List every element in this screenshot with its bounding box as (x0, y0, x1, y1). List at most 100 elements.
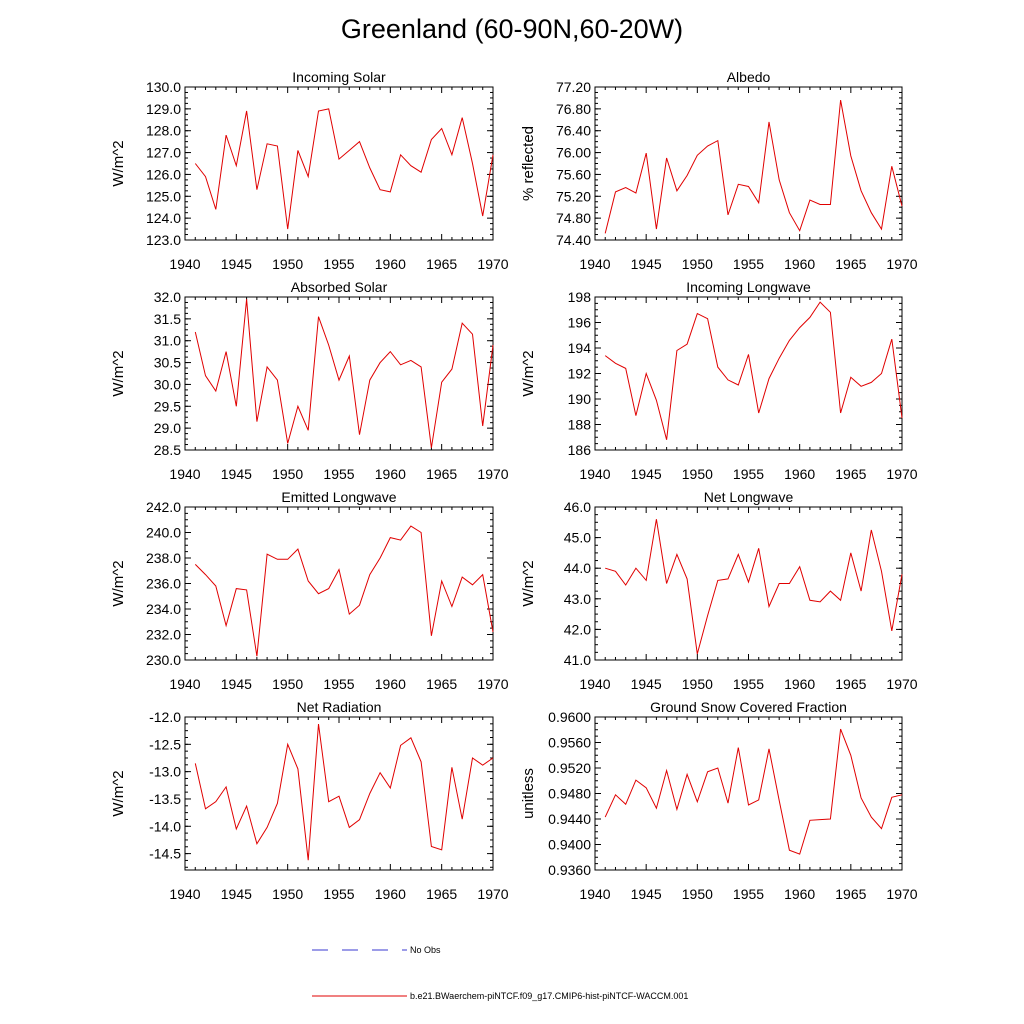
panel-6-ytick-label: 43.0 (564, 591, 591, 607)
main-title: Greenland (60-90N,60-20W) (340, 14, 684, 44)
panel-7-ytick-label: -12.0 (149, 709, 181, 725)
panel-4-ytick-label: 198 (568, 289, 592, 305)
panel-4-series-line (604, 301, 903, 440)
panel-3-xtick-label: 1970 (477, 466, 508, 482)
panel-8-ytick-label: 0.9360 (548, 862, 591, 878)
panel-8-ytick-label: 0.9520 (548, 760, 591, 776)
panel-7-xtick-label: 1945 (221, 886, 252, 902)
panel-7-xtick-label: 1965 (426, 886, 457, 902)
panel-6-xtick-label: 1970 (886, 676, 917, 692)
panel-5-ylabel: W/m^2 (110, 560, 127, 606)
panel-4-ytick-label: 192 (568, 366, 592, 382)
legend-obs-label: No Obs (410, 945, 441, 955)
panel-6-xtick-label: 1965 (835, 676, 866, 692)
panel-2-ytick-label: 76.00 (556, 145, 591, 161)
panel-8-xtick-label: 1940 (579, 886, 610, 902)
panel-3-ytick-label: 32.0 (154, 289, 181, 305)
panel-7-ytick-label: -14.5 (149, 846, 181, 862)
panel-4-xtick-label: 1965 (835, 466, 866, 482)
panel-7-xtick-label: 1955 (323, 886, 354, 902)
panel-6-series-line (605, 519, 903, 655)
panel-3-xtick-label: 1965 (426, 466, 457, 482)
panel-6-ylabel: W/m^2 (520, 560, 537, 606)
panel-6-xtick-label: 1950 (682, 676, 713, 692)
panel-3-ylabel: W/m^2 (110, 350, 127, 396)
panel-6-title: Net Longwave (704, 489, 794, 505)
panel-3-ytick-label: 30.0 (154, 376, 181, 392)
panel-6-xtick-label: 1960 (784, 676, 815, 692)
panel-3-ytick-label: 29.5 (154, 398, 181, 414)
panel-4-xtick-label: 1960 (784, 466, 815, 482)
panel-3-xtick-label: 1940 (169, 466, 200, 482)
panel-3-xtick-label: 1945 (221, 466, 252, 482)
panel-5-ytick-label: 236.0 (146, 576, 181, 592)
panel-7-series-line (194, 724, 494, 861)
panel-3-series-line (194, 299, 494, 448)
panel-7-ytick-label: -13.0 (149, 764, 181, 780)
panel-8-ylabel: unitless (520, 768, 537, 819)
panel-7-ylabel: W/m^2 (110, 770, 127, 816)
panel-1-ytick-label: 128.0 (146, 123, 181, 139)
panel-6-ytick-label: 44.0 (564, 560, 591, 576)
panel-2-ytick-label: 74.80 (556, 210, 591, 226)
panel-6-ytick-label: 45.0 (564, 530, 591, 546)
panel-6-xtick-label: 1945 (631, 676, 662, 692)
panel-4-xtick-label: 1970 (886, 466, 917, 482)
panel-3-ytick-label: 31.0 (154, 333, 181, 349)
panel-2-xtick-label: 1965 (835, 256, 866, 272)
panel-4-ylabel: W/m^2 (520, 350, 537, 396)
panel-1-xtick-label: 1970 (477, 256, 508, 272)
legend-model-line (312, 995, 407, 997)
panel-1-xtick-label: 1945 (221, 256, 252, 272)
panel-8-ytick-label: 0.9480 (548, 786, 591, 802)
panel-4-frame (594, 296, 903, 451)
panel-1-ytick-label: 125.0 (146, 188, 181, 204)
panel-5-xtick-label: 1950 (272, 676, 303, 692)
panel-8-xtick-label: 1965 (835, 886, 866, 902)
panel-2-ytick-label: 76.40 (556, 123, 591, 139)
panel-3-ytick-label: 28.5 (154, 442, 181, 458)
panel-3-ytick-label: 29.0 (154, 420, 181, 436)
panel-5-ytick-label: 242.0 (146, 499, 181, 515)
panel-1-xtick-label: 1960 (375, 256, 406, 272)
panel-8-xtick-label: 1970 (886, 886, 917, 902)
panel-5-frame (184, 506, 494, 661)
panel-5-ytick-label: 230.0 (146, 652, 181, 668)
panel-6-frame (594, 506, 903, 661)
panel-4-ytick-label: 188 (568, 417, 592, 433)
panel-5-xtick-label: 1960 (375, 676, 406, 692)
panel-6-ytick-label: 46.0 (564, 499, 591, 515)
panel-5-title: Emitted Longwave (281, 489, 396, 505)
panel-1-xtick-label: 1950 (272, 256, 303, 272)
panel-3-title: Absorbed Solar (291, 279, 388, 295)
panel-8-xtick-label: 1955 (733, 886, 764, 902)
panel-8-frame (594, 716, 903, 871)
panel-3-ytick-label: 31.5 (154, 311, 181, 327)
panel-2-ytick-label: 77.20 (556, 79, 591, 95)
panel-5-ytick-label: 232.0 (146, 627, 181, 643)
panel-3-frame (184, 296, 494, 451)
panel-6-ytick-label: 41.0 (564, 652, 591, 668)
panel-5-ytick-label: 240.0 (146, 525, 181, 541)
panel-4-ytick-label: 194 (568, 340, 592, 356)
panel-4-xtick-label: 1950 (682, 466, 713, 482)
panel-8-ytick-label: 0.9560 (548, 735, 591, 751)
panel-2-xtick-label: 1940 (579, 256, 610, 272)
panel-8-ytick-label: 0.9400 (548, 837, 591, 853)
legend-obs (312, 944, 407, 958)
legend-model-label: b.e21.BWaerchem-piNTCF.f09_g17.CMIP6-his… (410, 991, 689, 1001)
panel-7-xtick-label: 1950 (272, 886, 303, 902)
panel-8-xtick-label: 1950 (682, 886, 713, 902)
panel-1-ytick-label: 124.0 (146, 210, 181, 226)
legend-obs-line (312, 949, 407, 951)
panel-1-ylabel: W/m^2 (110, 140, 127, 186)
panel-2-frame (594, 86, 903, 241)
panel-7-ytick-label: -14.0 (149, 818, 181, 834)
panel-4-title: Incoming Longwave (686, 279, 811, 295)
panel-4-xtick-label: 1940 (579, 466, 610, 482)
legend-model (312, 990, 407, 1004)
panel-3-xtick-label: 1950 (272, 466, 303, 482)
panel-8-xtick-label: 1960 (784, 886, 815, 902)
panel-2-xtick-label: 1970 (886, 256, 917, 272)
